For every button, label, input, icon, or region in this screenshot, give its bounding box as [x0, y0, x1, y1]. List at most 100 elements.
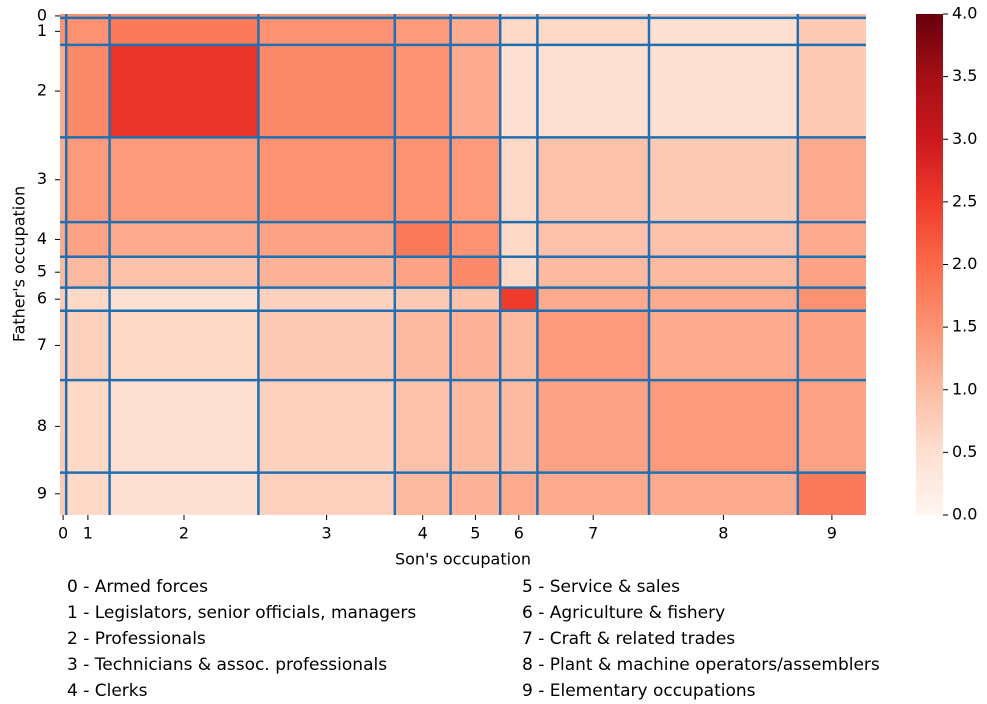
- heatmap-cell: [797, 287, 866, 311]
- heatmap-cell: [109, 137, 259, 223]
- x-tick-label: 6: [514, 524, 524, 543]
- heatmap-cell: [649, 380, 798, 473]
- heatmap-cell: [60, 137, 67, 223]
- x-axis-label: Son's occupation: [395, 550, 531, 569]
- colorbar-tick-label: 2.0: [952, 254, 977, 273]
- heatmap-cell: [60, 17, 67, 45]
- heatmap-cell: [537, 17, 649, 45]
- heatmap-cell: [450, 137, 501, 223]
- heatmap-cell: [258, 310, 395, 381]
- heatmap-cell: [60, 44, 67, 138]
- heatmap-cell: [500, 44, 538, 138]
- heatmap-cell: [450, 287, 501, 311]
- heatmap-cell: [66, 222, 110, 257]
- legend-entry: 4 - Clerks: [67, 681, 148, 701]
- heatmap-cell: [649, 256, 798, 288]
- x-tick-label: 3: [322, 524, 332, 543]
- y-tick-label: 4: [37, 229, 47, 248]
- heatmap-cell: [797, 256, 866, 288]
- heatmap-cell: [649, 310, 798, 381]
- heatmap-cell: [258, 287, 395, 311]
- heatmap-cell: [649, 137, 798, 223]
- legend-entry: 0 - Armed forces: [67, 577, 208, 597]
- heatmap-cell: [649, 287, 798, 311]
- heatmap-cell: [537, 14, 649, 18]
- heatmap-cell: [258, 14, 395, 18]
- heatmap-cell: [797, 137, 866, 223]
- heatmap-cell: [60, 14, 67, 18]
- legend-entry: 7 - Craft & related trades: [522, 629, 735, 649]
- heatmap-cell: [60, 256, 67, 288]
- y-tick-label: 7: [37, 335, 47, 354]
- colorbar-tick-label: 0.0: [952, 505, 977, 524]
- y-tick-label: 9: [37, 483, 47, 502]
- heatmap-cell: [797, 14, 866, 18]
- heatmap-cell: [537, 310, 649, 381]
- heatmap-cell: [258, 256, 395, 288]
- heatmap-cell: [649, 222, 798, 257]
- x-tick-label: 5: [470, 524, 480, 543]
- y-tick-label: 3: [37, 169, 47, 188]
- heatmap-cell: [797, 310, 866, 381]
- x-tick-label: 2: [179, 524, 189, 543]
- heatmap-cell: [394, 137, 451, 223]
- legend-entry: 9 - Elementary occupations: [522, 681, 756, 701]
- heatmap-cell: [649, 44, 798, 138]
- heatmap-cell: [60, 310, 67, 381]
- heatmap-cell: [258, 17, 395, 45]
- heatmap-cell: [537, 44, 649, 138]
- legend-entry: 6 - Agriculture & fishery: [522, 603, 725, 623]
- legend-entry: 5 - Service & sales: [522, 577, 680, 597]
- x-tick-label: 7: [588, 524, 598, 543]
- heatmap-cell: [500, 256, 538, 288]
- heatmap-cell: [537, 472, 649, 515]
- y-tick-label: 0: [37, 5, 47, 24]
- heatmap-cell: [649, 17, 798, 45]
- heatmap-cell: [500, 17, 538, 45]
- heatmap-cell: [500, 472, 538, 515]
- colorbar-tick-label: 1.0: [952, 379, 977, 398]
- heatmap-cell: [109, 222, 259, 257]
- heatmap-cell: [450, 44, 501, 138]
- heatmap-cell: [394, 14, 451, 18]
- heatmap-cell: [394, 287, 451, 311]
- heatmap-cell: [109, 44, 259, 138]
- heatmap-cell: [66, 17, 110, 45]
- heatmap-cell: [797, 17, 866, 45]
- heatmap-cell: [797, 380, 866, 473]
- heatmap-cell: [450, 310, 501, 381]
- heatmap-cell: [66, 44, 110, 138]
- heatmap-cell: [60, 222, 67, 257]
- colorbar-tick-label: 1.5: [952, 317, 977, 336]
- x-tick-label: 4: [418, 524, 428, 543]
- heatmap-cell: [109, 14, 259, 18]
- legend-entry: 1 - Legislators, senior officials, manag…: [67, 603, 416, 623]
- heatmap-cell: [109, 380, 259, 473]
- x-tick-label: 1: [83, 524, 93, 543]
- heatmap-cell: [258, 44, 395, 138]
- colorbar-tick-label: 2.5: [952, 191, 977, 210]
- y-axis-label: Father's occupation: [10, 186, 29, 342]
- heatmap-cell: [394, 310, 451, 381]
- heatmap-cell: [500, 222, 538, 257]
- heatmap-cell: [394, 44, 451, 138]
- heatmap-cell: [394, 472, 451, 515]
- heatmap-cell: [500, 287, 538, 311]
- heatmap-cell: [537, 222, 649, 257]
- heatmap-cell: [797, 472, 866, 515]
- heatmap-cell: [60, 472, 67, 515]
- heatmap-cell: [258, 472, 395, 515]
- x-tick-label: 9: [827, 524, 837, 543]
- heatmap-cell: [394, 380, 451, 473]
- heatmap-cell: [450, 14, 501, 18]
- heatmap-cell: [60, 380, 67, 473]
- heatmap-cell: [258, 380, 395, 473]
- colorbar-tick-label: 0.5: [952, 442, 977, 461]
- heatmap-cell: [109, 256, 259, 288]
- heatmap-cell: [649, 14, 798, 18]
- heatmap-cell: [258, 222, 395, 257]
- heatmap-cell: [109, 17, 259, 45]
- heatmap-cell: [394, 256, 451, 288]
- x-tick-label: 8: [718, 524, 728, 543]
